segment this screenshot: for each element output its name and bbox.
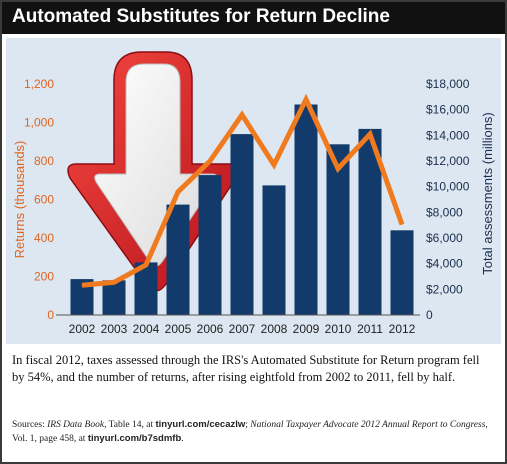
y-right-tick-label: $16,000 (426, 103, 470, 117)
returns-point-2006 (209, 160, 211, 162)
sources-separator: ; (245, 420, 251, 430)
sources-report-detail: , Vol. 1, page 458, at (12, 420, 488, 444)
x-tick-label: 2011 (357, 322, 383, 336)
returns-point-2012 (401, 224, 403, 225)
returns-point-2010 (337, 168, 339, 170)
y-right-tick-label: $10,000 (426, 180, 470, 194)
returns-point-2007 (241, 114, 243, 116)
x-tick-label: 2012 (389, 322, 416, 336)
bar-2004 (134, 262, 158, 315)
x-tick-label: 2005 (165, 322, 192, 336)
returns-point-2011 (369, 133, 371, 135)
y-left-tick-label: 1,000 (24, 116, 54, 130)
sources-url-2[interactable]: tinyurl.com/b7sdmfb (87, 433, 182, 444)
x-tick-label: 2010 (325, 322, 352, 336)
y-right-tick-label: $4,000 (426, 257, 463, 271)
y-left-tick-label: 400 (34, 231, 54, 245)
returns-point-2004 (145, 264, 147, 266)
bar-2002 (70, 279, 94, 315)
y-right-axis-title: Total assessments (millions) (480, 112, 495, 275)
x-tick-label: 2009 (293, 322, 320, 336)
bar-2008 (262, 185, 286, 315)
chart-title: Automated Substitutes for Return Decline (12, 6, 390, 27)
x-tick-label: 2007 (229, 322, 256, 336)
y-right-tick-label: $14,000 (426, 128, 470, 142)
bar-2009 (294, 104, 318, 315)
sources-note: Sources: IRS Data Book, Table 14, at tin… (12, 418, 494, 446)
y-left-tick-label: 800 (34, 154, 54, 168)
y-left-axis-title: Returns (thousands) (12, 141, 27, 259)
y-right-tick-label: $6,000 (426, 231, 463, 245)
bar-2011 (358, 128, 382, 315)
y-right-tick-label: $8,000 (426, 205, 463, 219)
y-left-tick-label: 0 (47, 308, 54, 322)
y-right-tick-label: $18,000 (426, 77, 470, 91)
returns-point-2005 (177, 191, 179, 193)
caption: In fiscal 2012, taxes assessed through t… (12, 353, 480, 384)
sources-lead: Sources: (12, 420, 48, 430)
sources-end: . (181, 434, 184, 444)
x-tick-label: 2008 (261, 322, 288, 336)
bar-2007 (230, 134, 254, 315)
title-bar: Automated Substitutes for Return Decline (2, 2, 505, 34)
y-right-tick-label: 0 (426, 308, 433, 322)
returns-point-2009 (305, 98, 307, 100)
y-left-tick-label: 1,200 (24, 77, 54, 91)
y-right-tick-label: $2,000 (426, 282, 463, 296)
bar-2012 (390, 230, 414, 315)
bar-2003 (102, 280, 126, 315)
chart-svg: 2002 2003 2004 2005 2006 2007 2008 2009 2010 2011… (12, 51, 495, 336)
y-left-tick-label: 600 (34, 193, 54, 207)
x-tick-label: 2002 (69, 322, 96, 336)
returns-point-2003 (113, 281, 115, 283)
x-tick-label: 2003 (101, 322, 128, 336)
bar-2005 (166, 204, 190, 315)
sources-url-1[interactable]: tinyurl.com/cecazlw (155, 419, 246, 430)
sources-book-title: IRS Data Book (47, 420, 105, 430)
bar-2006 (198, 175, 222, 315)
x-tick-label: 2004 (133, 322, 160, 336)
y-left-tick-label: 200 (34, 270, 54, 284)
bar-2010 (326, 144, 350, 315)
chart-area: 2002 2003 2004 2005 2006 2007 2008 2009 2010 2011… (6, 38, 501, 344)
sources-report-title: National Taxpayer Advocate 2012 Annual R… (250, 420, 486, 430)
returns-point-2008 (273, 164, 275, 166)
x-tick-label: 2006 (197, 322, 224, 336)
returns-point-2002 (81, 284, 83, 286)
sources-book-detail: , Table 14, at (104, 420, 156, 430)
y-right-tick-label: $12,000 (426, 154, 470, 168)
